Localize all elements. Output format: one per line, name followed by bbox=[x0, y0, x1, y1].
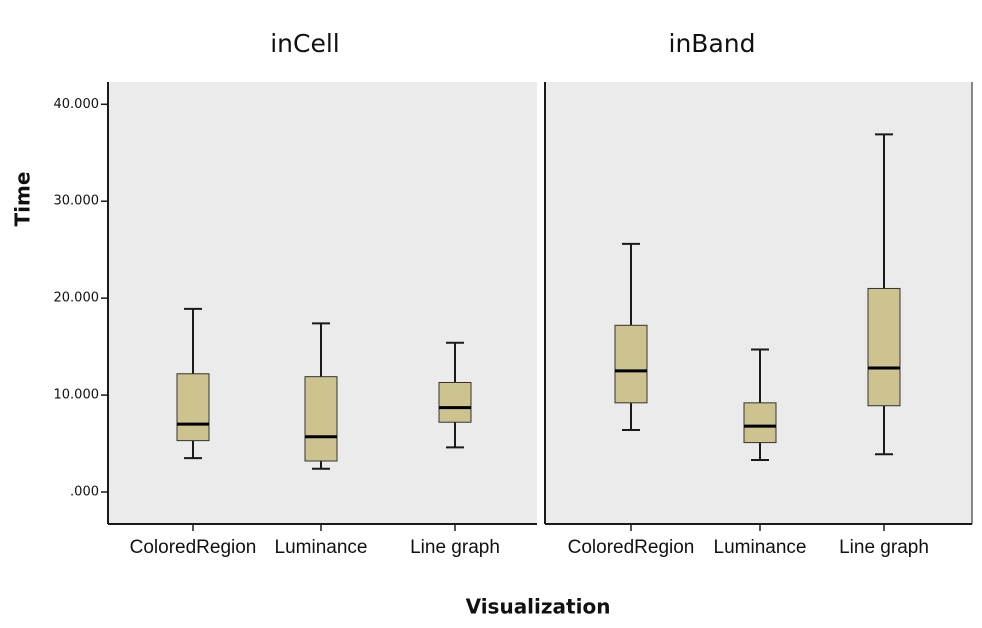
box-Luminance: Luminance bbox=[714, 348, 807, 558]
box-ColoredRegion: ColoredRegion bbox=[568, 242, 695, 558]
iqr-box bbox=[438, 381, 472, 423]
category-label: ColoredRegion bbox=[568, 537, 695, 558]
category-label: Line graph bbox=[839, 537, 929, 558]
iqr-box bbox=[867, 287, 901, 407]
y-axis-title: Time bbox=[11, 172, 35, 227]
y-tick-label: .000 bbox=[70, 485, 99, 500]
category-label: ColoredRegion bbox=[130, 537, 257, 558]
box-Luminance: Luminance bbox=[275, 322, 368, 558]
y-tick-label: 30.000 bbox=[54, 194, 100, 209]
iqr-box bbox=[614, 324, 648, 404]
y-tick-label: 10.000 bbox=[54, 388, 100, 403]
box-Line graph: Line graph bbox=[410, 341, 500, 558]
panel-background bbox=[545, 82, 972, 524]
category-label: Luminance bbox=[714, 537, 807, 558]
panel-title: inBand bbox=[669, 29, 756, 58]
box-ColoredRegion: ColoredRegion bbox=[130, 307, 257, 558]
panel-inCell: inCell ColoredRegion Luminance Line graph bbox=[107, 29, 537, 558]
category-label: Line graph bbox=[410, 537, 500, 558]
iqr-box bbox=[743, 402, 777, 444]
iqr-box bbox=[176, 373, 210, 442]
y-tick-label: 40.000 bbox=[54, 97, 100, 112]
y-tick-label: 20.000 bbox=[54, 291, 100, 306]
box-Line graph: Line graph bbox=[839, 133, 929, 558]
category-label: Luminance bbox=[275, 537, 368, 558]
panel-inBand: inBand ColoredRegion Luminance Line graph bbox=[544, 29, 973, 558]
panel-title: inCell bbox=[270, 29, 340, 58]
x-axis-title: Visualization bbox=[466, 595, 611, 619]
y-axis: .000 10.000 20.000 30.000 40.000 bbox=[54, 97, 108, 500]
iqr-box bbox=[304, 376, 338, 462]
